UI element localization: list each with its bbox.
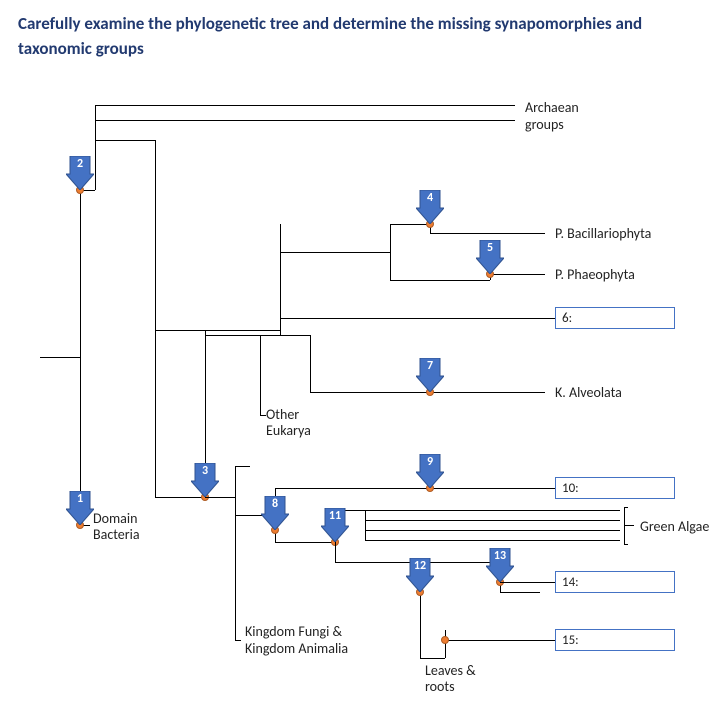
tree-line xyxy=(624,544,628,545)
tree-line xyxy=(235,640,241,641)
tree-line xyxy=(280,252,390,253)
tip-alveolata: K. Alveolata xyxy=(555,384,622,401)
tree-line xyxy=(624,507,628,508)
label-fungi-animalia: Kingdom Fungi & Kingdom Animalia xyxy=(245,624,385,658)
arrow-marker-9: 9 xyxy=(416,454,444,488)
tree-line xyxy=(40,357,80,358)
tree-line xyxy=(275,488,555,489)
label-leaves-roots: Leaves & roots xyxy=(425,663,485,695)
tree-line xyxy=(390,280,490,281)
tree-line xyxy=(390,224,391,280)
tree-line xyxy=(430,233,545,234)
tree-line xyxy=(155,497,205,498)
fill-box-15[interactable]: 15: xyxy=(555,629,675,651)
tree-line xyxy=(80,190,81,525)
tree-line xyxy=(624,508,625,544)
arrow-marker-2: 2 xyxy=(66,156,94,190)
tree-line xyxy=(260,335,261,415)
tree-line xyxy=(445,640,555,641)
tree-line xyxy=(280,318,555,319)
tree-line xyxy=(235,466,236,640)
fill-box-6[interactable]: 6: xyxy=(555,307,675,329)
tree-line xyxy=(390,224,430,225)
arrow-marker-13: 13 xyxy=(486,548,514,582)
tree-line xyxy=(490,274,545,275)
tree-line xyxy=(95,120,515,121)
phylo-tree: Archaean groups P. Bacillariophyta P. Ph… xyxy=(0,0,721,710)
arrow-marker-1: 1 xyxy=(66,491,94,525)
fill-box-14[interactable]: 14: xyxy=(555,571,675,593)
tree-line xyxy=(445,630,446,658)
tip-archaean: Archaean groups xyxy=(525,100,605,134)
tree-line xyxy=(95,140,155,141)
tree-line xyxy=(95,105,96,190)
arrow-marker-7: 7 xyxy=(416,358,444,392)
tree-line xyxy=(365,510,620,511)
arrow-marker-11: 11 xyxy=(321,508,349,542)
tree-line xyxy=(155,140,156,497)
tree-line xyxy=(155,330,205,331)
tree-line xyxy=(95,105,515,106)
tree-line xyxy=(310,335,311,392)
fill-box-10[interactable]: 10: xyxy=(555,477,675,499)
tree-line xyxy=(365,540,620,541)
tree-line xyxy=(275,542,335,543)
label-bacteria: Domain Bacteria xyxy=(93,511,163,543)
tree-line xyxy=(205,335,260,336)
tree-line xyxy=(365,520,620,521)
tree-line xyxy=(624,525,634,526)
arrow-marker-8: 8 xyxy=(261,496,289,530)
tree-line xyxy=(205,497,235,498)
label-other-eukarya: Other Eukarya xyxy=(266,407,336,439)
tree-line xyxy=(365,510,366,540)
arrow-marker-12: 12 xyxy=(406,558,434,592)
tree-line xyxy=(500,592,540,593)
tree-line xyxy=(260,335,310,336)
arrow-marker-4: 4 xyxy=(416,190,444,224)
tip-phaeophyta: P. Phaeophyta xyxy=(555,266,635,283)
tree-line xyxy=(235,466,250,467)
tree-line xyxy=(205,330,280,331)
node-dot xyxy=(441,636,449,644)
tip-bacillariophyta: P. Bacillariophyta xyxy=(555,225,651,242)
tree-line xyxy=(365,530,620,531)
arrow-marker-3: 3 xyxy=(191,463,219,497)
tip-green-algae: Green Algae xyxy=(640,518,709,535)
tree-line xyxy=(500,582,555,583)
arrow-marker-5: 5 xyxy=(476,240,504,274)
tree-line xyxy=(420,658,445,659)
